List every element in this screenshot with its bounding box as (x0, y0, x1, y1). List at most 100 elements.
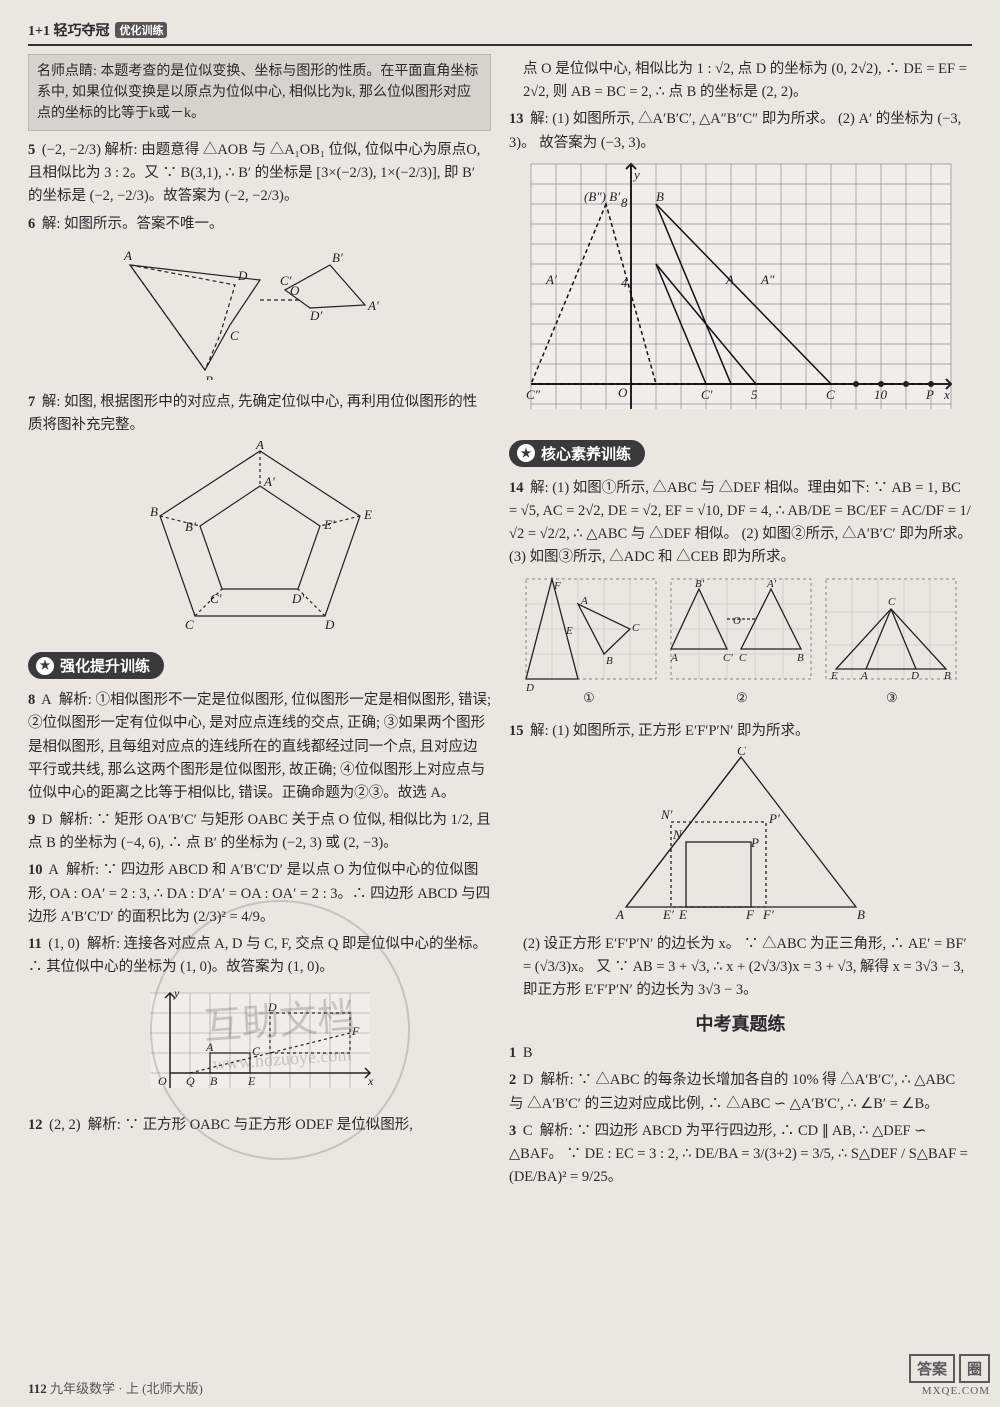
page-number: 112 (28, 1381, 47, 1396)
svg-text:D: D (525, 682, 534, 694)
svg-text:N′: N′ (660, 807, 673, 822)
section-strengthen: ★ 强化提升训练 (28, 652, 164, 679)
svg-text:E: E (678, 907, 687, 922)
svg-text:C: C (826, 387, 835, 402)
page-footer: 112 九年级数学 · 上 (北师大版) (28, 1378, 972, 1397)
svg-text:P: P (925, 387, 934, 402)
body-9: 解析: ∵ 矩形 OA′B′C′ 与矩形 OABC 关于点 O 位似, 相似比为… (28, 812, 491, 851)
zk-2: 2 D 解析: ∵ △ABC 的每条边长增加各自的 10% 得 △A′B′C′,… (509, 1069, 972, 1115)
zhongkao-title: 中考真题练 (509, 1010, 972, 1036)
entry-10: 10 A 解析: ∵ 四边形 ABCD 和 A′B′C′D′ 是以点 O 为位似… (28, 859, 491, 929)
svg-text:F: F (351, 1024, 360, 1038)
body-15: 解: (1) 如图所示, 正方形 E′F′P′N′ 即为所求。 (530, 723, 809, 739)
pill-icon: ★ (36, 657, 54, 675)
svg-text:D: D (237, 268, 248, 283)
tip-box: 名师点睛: 本题考查的是位似变换、坐标与图形的性质。在平面直角坐标系中, 如果位… (28, 54, 491, 131)
svg-text:N: N (672, 827, 683, 842)
entry-13: 13 解: (1) 如图所示, △A′B′C′, △A″B″C″ 即为所求。 (… (509, 108, 972, 154)
svg-text:E′: E′ (662, 907, 674, 922)
page-header: 1+1 轻巧夺冠 优化训练 (28, 18, 972, 46)
ans-9: D (42, 812, 52, 828)
svg-text:A: A (615, 907, 624, 922)
svg-text:O: O (618, 385, 628, 400)
svg-text:x: x (943, 387, 950, 402)
svg-text:B: B (944, 670, 951, 682)
entry-7: 7 解: 如图, 根据图形中的对应点, 先确定位似中心, 再利用位似图形的性质将… (28, 391, 491, 437)
svg-text:B: B (210, 1074, 218, 1088)
svg-text:8: 8 (621, 195, 628, 210)
svg-text:C′: C′ (701, 387, 713, 402)
entry-14: 14 解: (1) 如图①所示, △ABC 与 △DEF 相似。理由如下: ∵ … (509, 477, 972, 570)
entry-12-cont: 点 O 是位似中心, 相似比为 1 : √2, 点 D 的坐标为 (0, 2√2… (509, 58, 972, 104)
figure-13-grid: y x O 8 4 5 10 (B″) B′ A′ A A″ C C′ C″ (509, 159, 972, 424)
svg-text:E: E (363, 507, 372, 522)
svg-text:D′: D′ (291, 591, 304, 606)
svg-text:B: B (205, 373, 213, 380)
entry-9: 9 D 解析: ∵ 矩形 OA′B′C′ 与矩形 OABC 关于点 O 位似, … (28, 809, 491, 855)
figure-14-panels: F D E A B C (509, 574, 972, 714)
figure-11: O Q A B C D E F x y (28, 983, 491, 1108)
svg-text:D: D (324, 617, 335, 631)
zk-3: 3 C 解析: ∵ 四边形 ABCD 为平行四边形, ∴ CD ∥ AB, ∴ … (509, 1120, 972, 1190)
body-11: 解析: 连接各对应点 A, D 与 C, F, 交点 Q 即是位似中心的坐标。∴… (28, 936, 487, 975)
svg-text:A′: A′ (263, 474, 275, 489)
entry-11: 11 (1, 0) 解析: 连接各对应点 A, D 与 C, F, 交点 Q 即… (28, 933, 491, 979)
svg-text:B: B (797, 652, 804, 664)
svg-text:O: O (733, 615, 741, 627)
svg-text:B′: B′ (332, 250, 343, 265)
svg-text:A: A (860, 670, 868, 682)
svg-text:B′: B′ (185, 519, 196, 534)
svg-text:F′: F′ (762, 907, 774, 922)
entry-12: 12 (2, 2) 解析: ∵ 正方形 OABC 与正方形 ODEF 是位似图形… (28, 1114, 491, 1137)
svg-text:A: A (205, 1040, 214, 1054)
svg-text:C: C (230, 328, 239, 343)
svg-text:4: 4 (621, 275, 628, 290)
body-12: 解析: ∵ 正方形 OABC 与正方形 ODEF 是位似图形, (88, 1117, 413, 1133)
svg-text:D: D (267, 1000, 277, 1014)
svg-text:D: D (910, 670, 919, 682)
svg-text:C′: C′ (210, 591, 222, 606)
ans-12: (2, 2) (49, 1117, 80, 1133)
svg-text:C: C (252, 1044, 261, 1058)
svg-text:x: x (367, 1074, 374, 1088)
ans-5: (−2, −2/3) (42, 142, 101, 158)
svg-text:C″: C″ (526, 387, 541, 402)
svg-text:A: A (255, 441, 264, 452)
svg-text:③: ③ (886, 690, 898, 705)
svg-text:B: B (656, 189, 664, 204)
svg-text:E: E (247, 1074, 256, 1088)
entry-5: 5 (−2, −2/3) 解析: 由题意得 △AOB 与 △A₁OB₁ 位似, … (28, 139, 491, 209)
svg-text:A′: A′ (766, 578, 777, 590)
svg-text:C: C (632, 622, 640, 634)
zk-1: 1 B (509, 1042, 972, 1065)
svg-text:C: C (185, 617, 194, 631)
body-13: 解: (1) 如图所示, △A′B′C′, △A″B″C″ 即为所求。 (2) … (509, 111, 961, 150)
svg-text:C: C (888, 596, 896, 608)
svg-text:A′: A′ (367, 298, 379, 313)
brand: 1+1 轻巧夺冠 (28, 20, 109, 40)
entry-8: 8 A 解析: ①相似图形不一定是位似图形, 位似图形一定是相似图形, 错误; … (28, 689, 491, 805)
svg-text:①: ① (583, 690, 595, 705)
svg-text:D′: D′ (309, 308, 322, 323)
section-core: ★ 核心素养训练 (509, 440, 645, 467)
pill-icon: ★ (517, 444, 535, 462)
svg-text:A: A (725, 272, 734, 287)
brand-tag: 优化训练 (115, 22, 167, 38)
ans-10: A (48, 862, 58, 878)
body-14: 解: (1) 如图①所示, △ABC 与 △DEF 相似。理由如下: ∵ AB … (509, 480, 972, 566)
svg-text:(B″) B′: (B″) B′ (584, 189, 620, 204)
body-10: 解析: ∵ 四边形 ABCD 和 A′B′C′D′ 是以点 O 为位似中心的位似… (28, 862, 490, 924)
svg-text:B: B (606, 655, 613, 667)
ans-11: (1, 0) (48, 936, 79, 952)
svg-text:O: O (158, 1074, 167, 1088)
svg-text:A: A (670, 652, 678, 664)
entry-15-p2: (2) 设正方形 E′F′P′N′ 的边长为 x。 ∵ △ABC 为正三角形, … (509, 933, 972, 1003)
svg-text:②: ② (736, 690, 748, 705)
body-6: 解: 如图所示。答案不唯一。 (42, 216, 224, 232)
svg-text:C: C (739, 652, 747, 664)
svg-text:B: B (857, 907, 865, 922)
corner-stamp: 答案 圈 MXQE.COM (909, 1354, 990, 1397)
right-column: 点 O 是位似中心, 相似比为 1 : √2, 点 D 的坐标为 (0, 2√2… (509, 54, 972, 1374)
entry-15: 15 解: (1) 如图所示, 正方形 E′F′P′N′ 即为所求。 (509, 720, 972, 743)
svg-text:B′: B′ (695, 578, 705, 590)
